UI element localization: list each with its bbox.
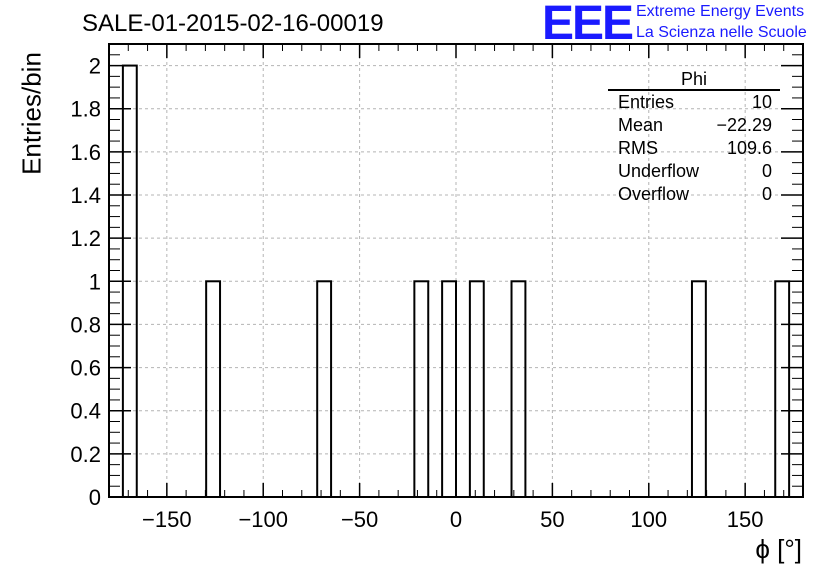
x-tick-label: −150	[142, 507, 192, 532]
y-tick-label: 0.4	[70, 399, 101, 424]
histogram-bar	[510, 280, 527, 498]
stats-row-underflow: Underflow 0	[608, 160, 780, 183]
histogram-bar	[413, 280, 430, 498]
histogram-bar	[468, 280, 485, 498]
stats-label: Entries	[618, 92, 675, 112]
histogram-bar	[205, 280, 222, 498]
histogram-bar	[441, 280, 457, 498]
y-tick-label: 0.2	[70, 442, 101, 467]
stats-label: Overflow	[618, 184, 690, 204]
x-tick-label: 50	[540, 507, 564, 532]
stats-row-mean: Mean −22.29	[608, 114, 780, 137]
stats-value: 0	[761, 184, 772, 204]
stats-row-rms: RMS 109.6	[608, 137, 780, 160]
stats-label: Mean	[618, 115, 664, 135]
logo-line-1: Extreme Energy Events	[636, 3, 805, 20]
logo-mark: EEE	[542, 0, 634, 50]
histogram-bar	[690, 280, 707, 498]
y-tick-label: 0.6	[70, 356, 101, 381]
y-tick-label: 1.8	[70, 97, 101, 122]
x-tick-label: 0	[450, 507, 462, 532]
stats-title: Phi	[608, 69, 780, 91]
y-tick-label: 1.2	[70, 226, 101, 251]
stats-row-entries: Entries 10	[608, 91, 780, 114]
x-tick-label: 150	[727, 507, 764, 532]
y-tick-label: 2	[89, 54, 101, 79]
histogram-bar	[774, 280, 791, 498]
stats-row-overflow: Overflow 0	[608, 183, 780, 206]
x-tick-label: 100	[630, 507, 667, 532]
x-axis-label: ϕ [°]	[755, 534, 802, 564]
y-tick-label: 1	[89, 269, 101, 294]
stats-label: RMS	[618, 138, 658, 158]
stats-value: 10	[751, 92, 772, 112]
plot-title: SALE-01-2015-02-16-00019	[82, 10, 384, 37]
y-tick-label: 1.6	[70, 140, 101, 165]
stats-value: −22.29	[716, 115, 772, 135]
stats-value: 0	[761, 161, 772, 181]
logo-line-2: La Scienza nelle Scuole	[636, 24, 807, 41]
stats-label: Underflow	[618, 161, 700, 181]
stats-value: 109.6	[726, 138, 772, 158]
y-axis-label: Entries/bin	[16, 52, 47, 175]
y-tick-label: 1.4	[70, 183, 101, 208]
histogram-bar	[316, 280, 333, 498]
stats-box: Phi Entries 10 Mean −22.29 RMS 109.6 Und…	[608, 69, 780, 206]
y-tick-label: 0.8	[70, 312, 101, 337]
y-tick-label: 0	[89, 485, 101, 510]
x-tick-label: −100	[238, 507, 288, 532]
x-tick-label: −50	[341, 507, 378, 532]
